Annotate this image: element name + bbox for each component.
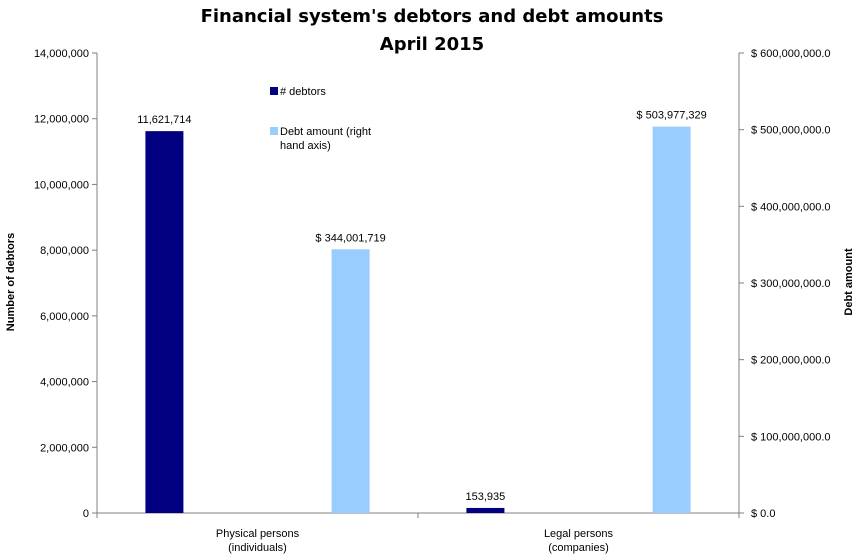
left-tick-label: 8,000,000 [40, 245, 89, 257]
legend-label-debt-amount: Debt amount (right hand axis) [280, 126, 371, 152]
bar-value-label: $ 503,977,329 [636, 110, 706, 122]
left-tick-label: 4,000,000 [40, 377, 89, 389]
bar-value-label: 11,621,714 [137, 114, 191, 126]
left-tick-label: 14,000,000 [34, 48, 89, 60]
bar-value-label: 153,935 [466, 491, 506, 503]
left-tick-label: 6,000,000 [40, 311, 89, 323]
legend-label-debtors: # debtors [280, 86, 326, 98]
right-tick-label: $ 200,000,000.0 [751, 355, 831, 367]
legend-swatch-debt-amount [270, 127, 278, 135]
legend: # debtors Debt amount (right hand axis) [270, 86, 371, 152]
right-tick-label: $ 100,000,000.0 [751, 431, 831, 443]
debt-amount-bar [331, 249, 370, 513]
bar-value-label: $ 344,001,719 [315, 232, 385, 244]
y2-axis-title: Debt amount [843, 248, 855, 316]
left-tick-label: 2,000,000 [40, 442, 89, 454]
right-axis: $ 0.0 $ 100,000,000.0 $ 200,000,000.0 $ 300… [738, 48, 831, 520]
left-tick-label: 0 [83, 508, 89, 520]
bar-labels: 11,621,714 153,935 $ 344,001,719 $ 503,977,… [137, 110, 706, 503]
right-tick-label: $ 400,000,000.0 [751, 201, 831, 213]
bars [145, 126, 691, 514]
x-axis: Physical persons (individuals) Legal perso… [96, 512, 740, 554]
debtors-bar [145, 131, 184, 513]
chart-subtitle: April 2015 [380, 34, 484, 55]
right-tick-label: $ 500,000,000.0 [751, 125, 831, 137]
right-tick-label: $ 300,000,000.0 [751, 278, 831, 290]
left-tick-label: 10,000,000 [34, 179, 89, 191]
left-axis: 0 2,000,000 4,000,000 6,000,000 8,000,000 10,… [34, 48, 98, 520]
left-tick-label: 12,000,000 [34, 114, 89, 126]
legend-swatch-debtors [270, 87, 278, 95]
y-axis-title: Number of debtors [5, 233, 17, 331]
debt-amount-bar [652, 126, 691, 514]
chart-title: Financial system's debtors and debt amou… [201, 6, 664, 27]
right-tick-label: $ 600,000,000.0 [751, 48, 831, 60]
category-label: Legal persons (companies) [544, 528, 614, 554]
category-label: Physical persons (individuals) [216, 528, 300, 554]
debtors-bar [466, 507, 505, 513]
right-tick-label: $ 0.0 [751, 508, 775, 520]
